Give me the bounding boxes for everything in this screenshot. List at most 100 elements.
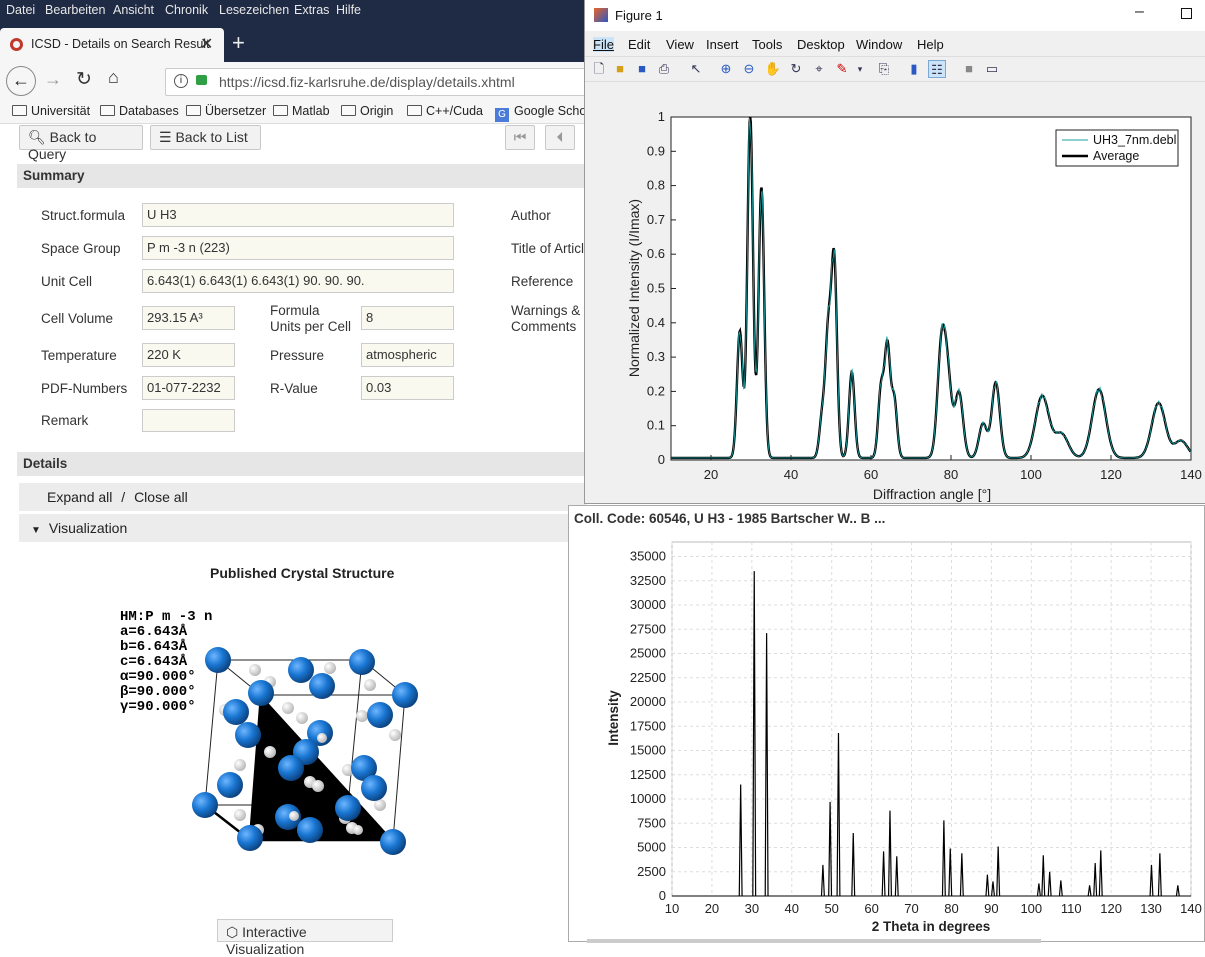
figure1-title: Figure 1 — [615, 8, 663, 23]
pattern-peak — [1093, 862, 1098, 897]
horizontal-scrollbar[interactable] — [587, 939, 1041, 943]
bookmark-google-scholar[interactable]: G Google Schol — [495, 104, 589, 122]
save-icon[interactable]: ■ — [638, 61, 646, 76]
figure1-toolbar: 🗋 ■ ■ ⎙ ↖ ⊕ ⊖ ✋ ↻ ⌖ ✎ ▾ ⎘ ▮ ☷ ■ ▭ — [585, 56, 1205, 82]
figure1-xtick-label: 140 — [1180, 467, 1202, 482]
menu-lesezeichen[interactable]: Lesezeichen — [219, 3, 290, 17]
figure1-legend: UH3_7nm.debl Average — [1055, 129, 1179, 167]
print-icon[interactable]: ⎙ — [658, 61, 670, 76]
brush-icon[interactable]: ✎ — [836, 61, 848, 76]
first-page-button[interactable]: ⏮ — [505, 125, 535, 150]
label-author: Author — [511, 208, 551, 223]
back-to-list-button[interactable]: ☰ Back to List — [150, 125, 261, 150]
fig-menu-file[interactable]: File — [593, 37, 614, 52]
pattern-peak — [894, 856, 899, 897]
expand-all-link[interactable]: Expand all — [47, 489, 113, 505]
zoom-in-icon[interactable]: ⊕ — [720, 61, 732, 76]
legend-icon[interactable]: ☷ — [928, 60, 946, 78]
bookmark-ubersetzer[interactable]: Übersetzer — [186, 104, 266, 118]
minimize-icon[interactable]: – — [1135, 3, 1144, 20]
open-folder-icon[interactable]: ■ — [616, 61, 624, 76]
expand-close-bar: Expand all / Close all — [19, 483, 587, 511]
summary-header[interactable]: Summary — [17, 164, 587, 188]
close-tab-icon[interactable]: ✕ — [200, 36, 214, 53]
prev-page-button[interactable]: ⏴ — [545, 125, 575, 150]
pan-icon[interactable]: ✋ — [764, 61, 782, 76]
brush-dropdown-icon[interactable]: ▾ — [857, 64, 863, 74]
label-pdf-numbers: PDF-Numbers — [41, 381, 128, 396]
bookmark-cpp-cuda[interactable]: C++/Cuda — [407, 104, 483, 118]
label-cell-volume: Cell Volume — [41, 311, 114, 326]
hm-line: HM:P m -3 n — [120, 609, 213, 625]
close-all-link[interactable]: Close all — [134, 489, 188, 505]
link-plot-icon[interactable]: ⎘ — [878, 61, 890, 76]
menu-extras[interactable]: Extras — [294, 3, 330, 17]
alpha-line: α=90.000° — [120, 669, 196, 685]
back-icon[interactable]: ← — [6, 66, 36, 96]
crystal-structure-image[interactable] — [180, 640, 430, 860]
fig-menu-window[interactable]: Window — [856, 37, 903, 52]
menu-ansicht[interactable]: Ansicht — [113, 3, 154, 17]
reload-icon[interactable]: ↻ — [76, 69, 92, 90]
pattern-peak — [959, 853, 964, 897]
new-file-icon[interactable]: 🗋 — [593, 61, 605, 76]
fig-menu-desktop[interactable]: Desktop — [797, 37, 845, 52]
details-header[interactable]: Details — [17, 452, 587, 476]
maximize-icon[interactable] — [1181, 8, 1192, 19]
fig-menu-insert[interactable]: Insert — [706, 37, 739, 52]
fig-menu-edit[interactable]: Edit — [628, 37, 651, 52]
pattern-peak — [1087, 885, 1092, 897]
folder-icon — [341, 105, 356, 116]
pattern-peak — [1047, 871, 1052, 897]
forward-icon[interactable]: → — [44, 69, 62, 89]
back-to-query-button[interactable]: 🔍︎ Back to Query — [19, 125, 143, 162]
visualization-toggle[interactable]: ▼ Visualization — [19, 514, 587, 542]
pattern-ytick-label: 32500 — [630, 573, 666, 588]
url-bar[interactable]: i https://icsd.fiz-karlsruhe.de/display/… — [165, 68, 595, 96]
interactive-visualization-button[interactable]: ⬡ Interactive Visualization — [217, 919, 393, 957]
new-tab-icon[interactable]: + — [232, 30, 245, 55]
figure1-ytick-label: 0.9 — [647, 143, 665, 158]
bookmark-databases[interactable]: Databases — [100, 104, 179, 118]
lock-icon — [196, 75, 207, 85]
hide-tools-icon[interactable]: ■ — [965, 61, 973, 76]
pattern-ytick-label: 15000 — [630, 743, 666, 758]
pattern-plot[interactable]: 10 20 30 40 50 60 70 80 90 100 110 120 130 140 0 2500 50… — [569, 532, 1205, 942]
data-cursor-icon[interactable]: ⌖ — [815, 61, 823, 76]
figure1-xtick-label: 60 — [864, 467, 878, 482]
fig-menu-view[interactable]: View — [666, 37, 694, 52]
pattern-ytick-label: 7500 — [637, 815, 666, 830]
pattern-peak — [1175, 885, 1180, 897]
uh3-series-line — [671, 118, 1191, 459]
fig-menu-help[interactable]: Help — [917, 37, 944, 52]
dock-icon[interactable]: ▭ — [985, 61, 999, 76]
remark-field — [142, 409, 235, 432]
colorbar-icon[interactable]: ▮ — [910, 61, 918, 76]
menu-bearbeiten[interactable]: Bearbeiten — [45, 3, 106, 17]
figure1-plot[interactable]: 20 40 60 80 100 120 140 0 0.1 0.2 0.3 0.4 0.5 0.6 0.7 0… — [585, 83, 1205, 503]
pattern-peak — [990, 881, 995, 897]
bookmark-universitat[interactable]: Universität — [12, 104, 90, 118]
formula-units-field: 8 — [361, 306, 454, 330]
temperature-field: 220 K — [142, 343, 235, 367]
pattern-ytick-label: 30000 — [630, 597, 666, 612]
pointer-icon[interactable]: ↖ — [690, 61, 702, 76]
tab-icsd[interactable]: ICSD - Details on Search Result ✕ — [0, 28, 224, 62]
rotate-icon[interactable]: ↻ — [790, 61, 802, 76]
pattern-peak — [764, 633, 769, 897]
pattern-peak — [887, 810, 892, 897]
figure1-xtick-label: 20 — [704, 467, 718, 482]
home-icon[interactable]: ⌂ — [108, 67, 119, 87]
url-text[interactable]: https://icsd.fiz-karlsruhe.de/display/de… — [219, 74, 515, 90]
label-r-value: R-Value — [270, 381, 318, 396]
zoom-out-icon[interactable]: ⊖ — [743, 61, 755, 76]
unit-cell-field: 6.643(1) 6.643(1) 6.643(1) 90. 90. 90. — [142, 269, 454, 293]
info-icon[interactable]: i — [174, 74, 188, 88]
bookmark-origin[interactable]: Origin — [341, 104, 393, 118]
menu-datei[interactable]: Datei — [6, 3, 36, 17]
pattern-ytick-label: 22500 — [630, 670, 666, 685]
menu-chronik[interactable]: Chronik — [165, 3, 209, 17]
bookmark-matlab[interactable]: Matlab — [273, 104, 330, 118]
menu-hilfe[interactable]: Hilfe — [336, 3, 362, 17]
fig-menu-tools[interactable]: Tools — [752, 37, 783, 52]
